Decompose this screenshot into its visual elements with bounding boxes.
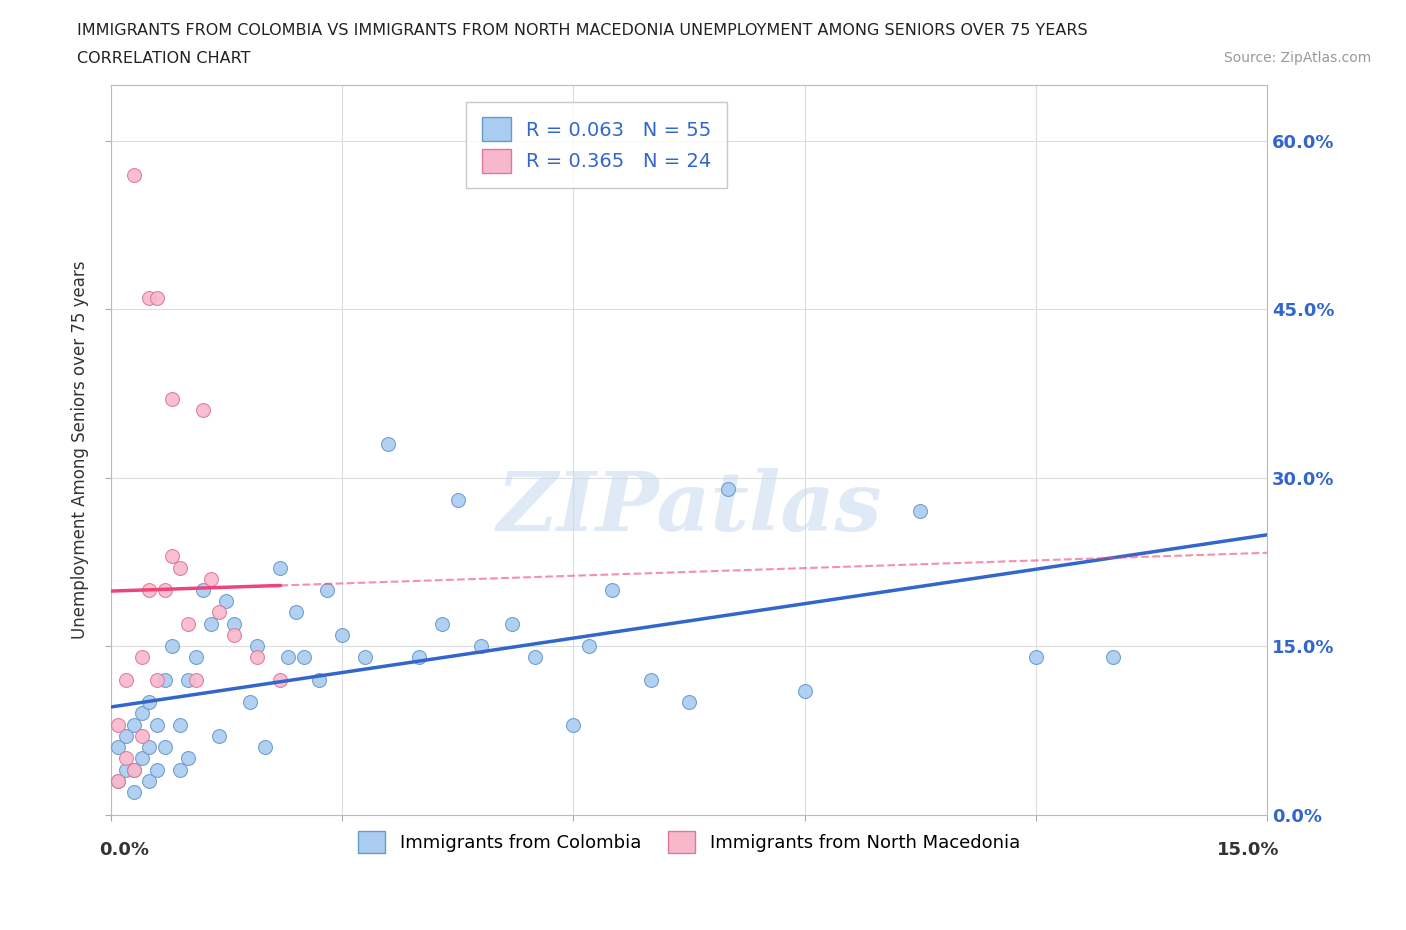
Point	[269, 560, 291, 575]
Point	[115, 763, 138, 777]
Point	[146, 763, 169, 777]
Point	[153, 739, 176, 754]
Text: 15.0%: 15.0%	[1216, 841, 1279, 858]
Point	[193, 403, 215, 418]
Point	[131, 751, 153, 765]
Point	[131, 706, 153, 721]
Point	[238, 695, 260, 710]
Point	[122, 763, 145, 777]
Point	[246, 650, 269, 665]
Point	[277, 650, 299, 665]
Point	[193, 582, 215, 597]
Point	[153, 672, 176, 687]
Point	[122, 167, 145, 182]
Point	[138, 774, 160, 789]
Point	[717, 482, 740, 497]
Point	[146, 717, 169, 732]
Point	[600, 582, 623, 597]
Point	[315, 582, 337, 597]
Point	[107, 717, 129, 732]
Point	[162, 549, 184, 564]
Point	[308, 672, 330, 687]
Point	[184, 672, 207, 687]
Text: 0.0%: 0.0%	[100, 841, 149, 858]
Point	[447, 493, 470, 508]
Point	[269, 672, 291, 687]
Point	[107, 739, 129, 754]
Point	[177, 617, 200, 631]
Point	[162, 639, 184, 654]
Point	[107, 774, 129, 789]
Point	[169, 717, 191, 732]
Point	[1102, 650, 1125, 665]
Text: ZIPatlas: ZIPatlas	[496, 468, 882, 548]
Point	[146, 672, 169, 687]
Point	[253, 739, 276, 754]
Point	[122, 785, 145, 800]
Point	[138, 695, 160, 710]
Point	[246, 639, 269, 654]
Point	[177, 672, 200, 687]
Point	[115, 728, 138, 743]
Point	[138, 739, 160, 754]
Text: Source: ZipAtlas.com: Source: ZipAtlas.com	[1223, 51, 1371, 65]
Point	[562, 717, 585, 732]
Point	[200, 617, 222, 631]
Point	[354, 650, 377, 665]
Point	[138, 582, 160, 597]
Point	[224, 617, 246, 631]
Y-axis label: Unemployment Among Seniors over 75 years: Unemployment Among Seniors over 75 years	[72, 260, 89, 639]
Point	[169, 560, 191, 575]
Legend: Immigrants from Colombia, Immigrants from North Macedonia: Immigrants from Colombia, Immigrants fro…	[352, 824, 1028, 860]
Text: IMMIGRANTS FROM COLOMBIA VS IMMIGRANTS FROM NORTH MACEDONIA UNEMPLOYMENT AMONG S: IMMIGRANTS FROM COLOMBIA VS IMMIGRANTS F…	[77, 23, 1088, 38]
Point	[177, 751, 200, 765]
Point	[432, 617, 454, 631]
Point	[169, 763, 191, 777]
Point	[215, 593, 238, 608]
Point	[122, 763, 145, 777]
Point	[131, 650, 153, 665]
Point	[200, 571, 222, 586]
Point	[224, 628, 246, 643]
Point	[208, 605, 231, 620]
Point	[377, 436, 399, 451]
Point	[408, 650, 430, 665]
Point	[1025, 650, 1047, 665]
Point	[115, 672, 138, 687]
Point	[470, 639, 492, 654]
Point	[162, 392, 184, 406]
Point	[578, 639, 600, 654]
Point	[640, 672, 662, 687]
Point	[284, 605, 307, 620]
Point	[208, 728, 231, 743]
Point	[184, 650, 207, 665]
Point	[122, 717, 145, 732]
Point	[678, 695, 700, 710]
Point	[292, 650, 315, 665]
Point	[131, 728, 153, 743]
Point	[523, 650, 546, 665]
Point	[330, 628, 353, 643]
Point	[107, 774, 129, 789]
Point	[910, 504, 932, 519]
Point	[138, 291, 160, 306]
Point	[146, 291, 169, 306]
Point	[793, 684, 815, 698]
Point	[501, 617, 523, 631]
Point	[153, 582, 176, 597]
Text: CORRELATION CHART: CORRELATION CHART	[77, 51, 250, 66]
Point	[115, 751, 138, 765]
